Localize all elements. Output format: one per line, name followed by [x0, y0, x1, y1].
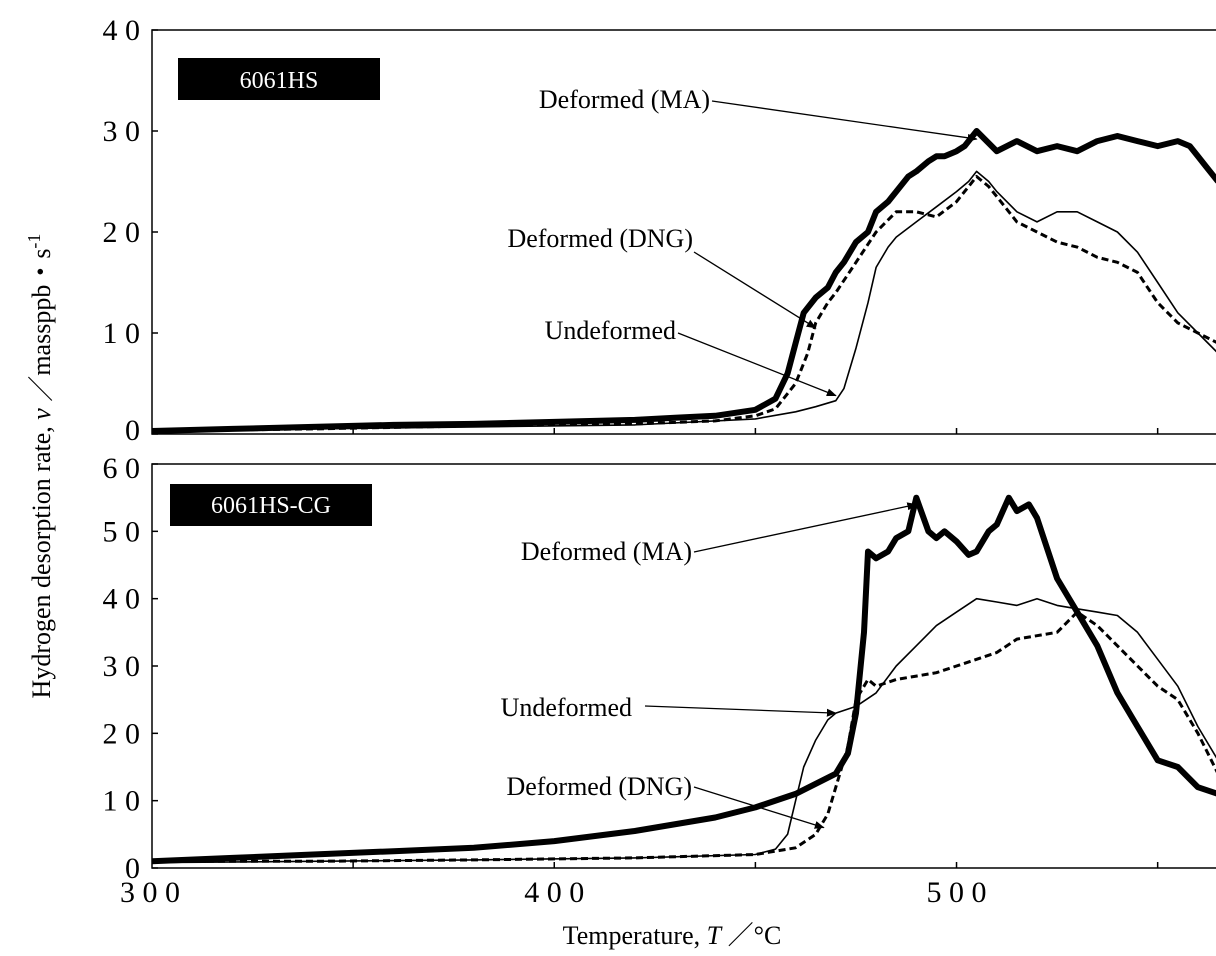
bottom-series-group — [152, 494, 1216, 865]
annotation-arrow — [677, 332, 837, 397]
y-axis-title-text: Hydrogen desorption rate, — [27, 420, 56, 699]
annotation-label: Deformed (MA) — [539, 85, 710, 114]
bottom-panel-label: 6061HS-CG — [211, 493, 331, 519]
bottom-annotations: Deformed (MA) Undeformed Deformed (DNG) — [501, 502, 918, 829]
x-tick-label: 3 0 0 — [120, 876, 180, 909]
y-axis-title-exponent: -1 — [24, 234, 44, 249]
y-tick-label: 1 0 — [103, 317, 141, 350]
bottom-panel-label-box — [170, 484, 372, 526]
x-tick-label: 5 0 0 — [927, 876, 987, 909]
y-tick-label: 2 0 — [103, 717, 141, 750]
top-x-ticks — [352, 428, 1159, 434]
top-panel-label-box — [178, 58, 380, 100]
series-line-deformed-dng — [152, 610, 1216, 863]
y-tick-label: 3 0 — [103, 115, 141, 148]
y-tick-label: 0 — [125, 852, 140, 885]
y-tick-label: 6 0 — [103, 452, 141, 485]
x-axis-title-unit: ／°C — [721, 921, 781, 950]
x-axis-title: Temperature, T ／°C — [563, 921, 782, 950]
bottom-x-ticks — [352, 862, 1159, 868]
series-line-deformed-dng — [152, 175, 1216, 433]
series-line-deformed-ma — [152, 128, 1216, 434]
y-tick-label: 1 0 — [103, 785, 141, 818]
annotation-arrow — [644, 705, 837, 717]
y-axis-title-unit: ／massppb・s — [27, 249, 56, 409]
series-line-undeformed — [152, 597, 1216, 864]
top-series-group — [152, 128, 1216, 434]
y-tick-label: 0 — [125, 414, 140, 447]
y-tick-label: 4 0 — [103, 583, 141, 616]
y-tick-label: 5 0 — [103, 515, 141, 548]
annotation-arrow — [693, 251, 817, 329]
annotation-arrow — [693, 502, 918, 553]
y-tick-label: 3 0 — [103, 650, 141, 683]
annotation-label: Undeformed — [501, 693, 632, 722]
annotation-label: Deformed (MA) — [521, 537, 692, 566]
bottom-y-ticks: 6 0 5 0 4 0 3 0 2 0 1 0 0 — [103, 452, 158, 885]
x-axis-title-symbol: T — [707, 921, 723, 950]
x-tick-labels: 3 0 0 4 0 0 5 0 0 — [120, 876, 987, 909]
x-tick-label: 4 0 0 — [524, 876, 584, 909]
y-tick-label: 4 0 — [103, 14, 141, 47]
panel-6061HS-CG: 6 0 5 0 4 0 3 0 2 0 1 0 0 6061HS-CG Deformed (… — [103, 452, 1216, 885]
annotation-label: Undeformed — [545, 316, 676, 345]
annotation-label: Deformed (DNG) — [506, 772, 692, 801]
annotation-label: Deformed (DNG) — [507, 224, 693, 253]
top-y-ticks: 4 0 3 0 2 0 1 0 0 — [103, 14, 158, 447]
top-annotations: Deformed (MA) Deformed (DNG) Undeformed — [507, 85, 978, 397]
y-axis-title-symbol: v — [27, 408, 56, 420]
top-panel-label: 6061HS — [240, 68, 319, 94]
annotation-arrow — [711, 100, 978, 142]
series-line-undeformed — [152, 170, 1216, 432]
annotation-arrow — [693, 786, 825, 829]
x-axis-title-text: Temperature, — [563, 921, 707, 950]
y-tick-label: 2 0 — [103, 216, 141, 249]
y-axis-title: Hydrogen desorption rate, v ／massppb・s-1 — [24, 234, 56, 699]
series-line-deformed-ma — [152, 494, 1216, 865]
panel-6061HS: 4 03 02 01 00 6061HS Deformed (MA)Deform… — [103, 14, 1216, 447]
